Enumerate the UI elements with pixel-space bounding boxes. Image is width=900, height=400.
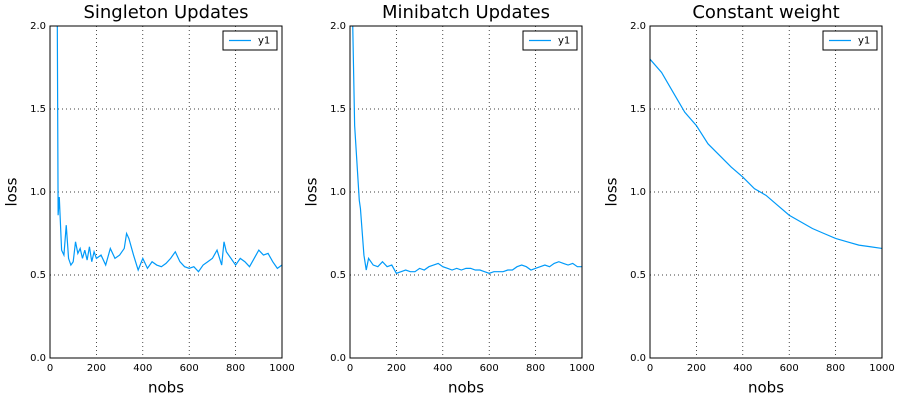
legend-label: y1 <box>258 36 270 47</box>
y-tick-label: 0.0 <box>630 353 646 364</box>
x-tick-label: 400 <box>433 363 452 374</box>
legend-label: y1 <box>558 36 570 47</box>
x-axis-label: nobs <box>448 379 484 397</box>
plot-area <box>352 26 582 275</box>
x-tick-label: 600 <box>180 363 199 374</box>
y-tick-label: 1.0 <box>30 187 46 198</box>
y-axis-label: loss <box>303 177 321 206</box>
y-tick-label: 0.5 <box>30 270 46 281</box>
y-tick-label: 0.5 <box>330 270 346 281</box>
x-axis-label: nobs <box>748 379 784 397</box>
y-tick-label: 1.5 <box>630 104 646 115</box>
y-axis-label: loss <box>603 177 621 206</box>
x-tick-label: 1000 <box>569 363 594 374</box>
y-tick-label: 1.0 <box>330 187 346 198</box>
plot-area <box>650 58 882 250</box>
axes-frame <box>349 25 583 359</box>
legend-label: y1 <box>858 36 870 47</box>
x-tick-label: 200 <box>87 363 106 374</box>
y-axis-label: loss <box>3 177 21 206</box>
axes-frame <box>649 25 883 359</box>
y-tick-label: 0.0 <box>30 353 46 364</box>
x-tick-label: 800 <box>226 363 245 374</box>
chart-title: Singleton Updates <box>83 2 248 23</box>
plot-area <box>56 26 282 273</box>
x-tick-label: 0 <box>647 363 653 374</box>
x-tick-label: 1000 <box>869 363 894 374</box>
x-tick-label: 800 <box>826 363 845 374</box>
axes-frame <box>49 25 283 359</box>
y-tick-label: 2.0 <box>630 21 646 32</box>
x-tick-label: 0 <box>47 363 53 374</box>
y-tick-label: 2.0 <box>30 21 46 32</box>
data-line <box>650 58 882 250</box>
x-tick-label: 400 <box>133 363 152 374</box>
x-tick-label: 200 <box>687 363 706 374</box>
data-line <box>56 26 282 273</box>
x-axis-label: nobs <box>148 379 184 397</box>
x-tick-label: 0 <box>347 363 353 374</box>
x-tick-label: 200 <box>387 363 406 374</box>
x-tick-label: 800 <box>526 363 545 374</box>
y-tick-label: 1.5 <box>330 104 346 115</box>
y-tick-label: 1.0 <box>630 187 646 198</box>
data-line <box>352 26 582 275</box>
x-tick-label: 1000 <box>269 363 294 374</box>
y-tick-label: 0.0 <box>330 353 346 364</box>
x-tick-label: 600 <box>780 363 799 374</box>
x-tick-label: 400 <box>733 363 752 374</box>
y-tick-label: 0.5 <box>630 270 646 281</box>
y-tick-label: 1.5 <box>30 104 46 115</box>
chart-title: Minibatch Updates <box>382 2 550 23</box>
y-tick-label: 2.0 <box>330 21 346 32</box>
x-tick-label: 600 <box>480 363 499 374</box>
chart-title: Constant weight <box>692 2 839 23</box>
